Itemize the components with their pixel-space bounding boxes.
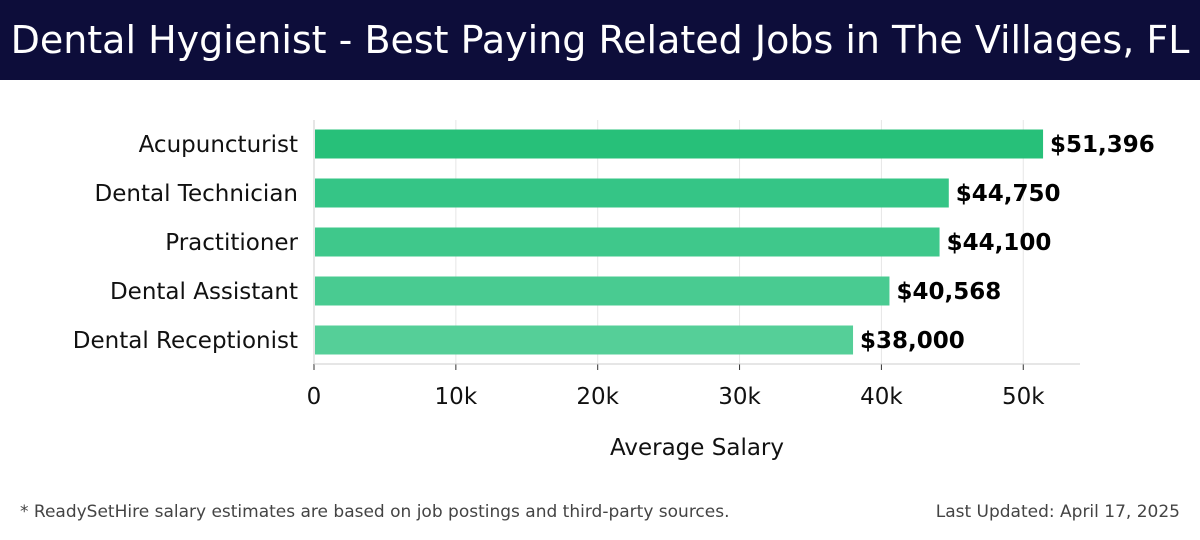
x-tick-label: 10k xyxy=(435,384,478,410)
x-tick-label: 0 xyxy=(307,384,322,410)
bars xyxy=(315,129,1044,355)
bar xyxy=(315,178,949,208)
category-label: Dental Receptionist xyxy=(73,328,298,354)
salary-bar-chart: 0 10k 20k 30k 40k 50k Acupuncturist $51,396 Dent… xyxy=(73,120,1155,461)
value-label: $51,396 xyxy=(1050,132,1155,158)
last-updated: Last Updated: April 17, 2025 xyxy=(935,502,1180,522)
x-axis-title: Average Salary xyxy=(610,435,784,461)
x-tick-label: 30k xyxy=(718,384,761,410)
category-label: Dental Technician xyxy=(95,181,298,207)
footnote: * ReadySetHire salary estimates are base… xyxy=(20,502,730,522)
bar xyxy=(315,276,890,306)
labels: 0 10k 20k 30k 40k 50k Acupuncturist $51,396 Dent… xyxy=(73,132,1155,410)
value-label: $44,100 xyxy=(947,230,1052,256)
category-label: Acupuncturist xyxy=(139,132,298,158)
category-label: Dental Assistant xyxy=(110,279,298,305)
bar xyxy=(315,325,854,355)
axes xyxy=(313,120,1080,370)
title-bar: Dental Hygienist - Best Paying Related J… xyxy=(0,0,1200,80)
x-tick-label: 40k xyxy=(860,384,903,410)
bar xyxy=(315,129,1044,159)
category-label: Practitioner xyxy=(165,230,298,256)
value-label: $44,750 xyxy=(956,181,1061,207)
chart-title: Dental Hygienist - Best Paying Related J… xyxy=(10,18,1190,62)
x-tick-label: 50k xyxy=(1002,384,1045,410)
x-tick-label: 20k xyxy=(576,384,619,410)
bar xyxy=(315,227,940,257)
value-label: $40,568 xyxy=(896,279,1001,305)
value-label: $38,000 xyxy=(860,328,965,354)
